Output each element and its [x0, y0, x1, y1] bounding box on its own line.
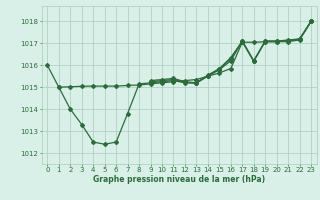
X-axis label: Graphe pression niveau de la mer (hPa): Graphe pression niveau de la mer (hPa) [93, 175, 265, 184]
